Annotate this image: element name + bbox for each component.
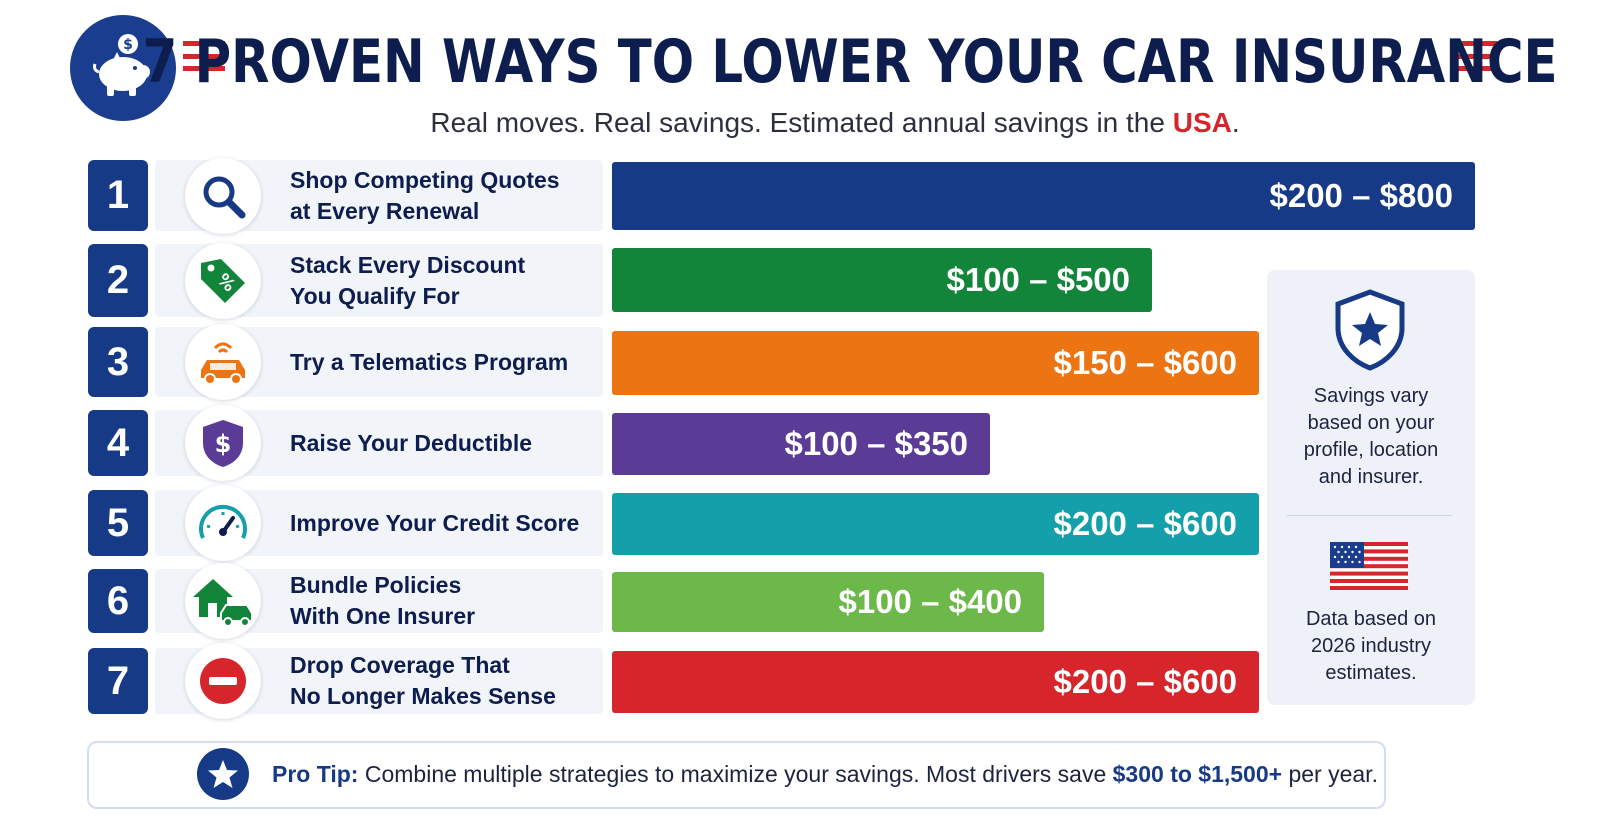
star-shield-icon	[1335, 289, 1405, 371]
savings-bar: $200 – $600	[612, 493, 1259, 555]
savings-bar: $100 – $350	[612, 413, 990, 475]
connected-car-icon	[185, 324, 261, 400]
title-stripes-left	[183, 41, 225, 71]
savings-bar: $100 – $400	[612, 572, 1044, 632]
savings-range-label: $200 – $800	[1269, 177, 1453, 214]
page-subtitle: Real moves. Real savings. Estimated annu…	[430, 107, 1240, 138]
us-flag-icon	[1330, 542, 1408, 590]
rank-number: 1	[88, 160, 148, 231]
rank-number: 4	[88, 410, 148, 476]
pro-tip-highlight: $300 to $1,500+	[1112, 761, 1283, 787]
savings-range-label: $100 – $350	[784, 425, 968, 462]
data-source-note: Data based on 2026 industry estimates.	[1305, 608, 1437, 684]
savings-range-label: $150 – $600	[1053, 344, 1237, 381]
savings-bar: $200 – $800	[612, 162, 1475, 230]
rank-number: 6	[88, 569, 148, 633]
house-car-icon	[185, 563, 261, 639]
rank-number: 2	[88, 244, 148, 317]
strategy-label: Try a Telematics Program	[290, 348, 569, 375]
savings-range-label: $200 – $600	[1053, 505, 1237, 542]
savings-note: Savings vary based on your profile, loca…	[1303, 385, 1439, 488]
no-entry-icon	[185, 643, 261, 719]
strategy-label: Drop Coverage That No Longer Makes Sense	[290, 652, 556, 709]
savings-range-label: $100 – $400	[838, 583, 1022, 620]
speedometer-icon	[185, 485, 261, 561]
magnifier-icon	[185, 157, 261, 234]
strategy-label: Bundle Policies With One Insurer	[290, 572, 476, 629]
svg-text:$: $	[123, 37, 133, 53]
savings-range-label: $200 – $600	[1053, 663, 1237, 700]
svg-text:$: $	[215, 430, 232, 458]
savings-bar: $100 – $500	[612, 248, 1152, 312]
title-stripes-right	[1455, 41, 1497, 71]
strategy-label: Shop Competing Quotes at Every Renewal	[290, 166, 560, 224]
page-title: 7 PROVEN WAYS TO LOWER YOUR CAR INSURANC…	[142, 27, 1558, 97]
strategy-label: Improve Your Credit Score	[290, 509, 580, 536]
rank-number: 5	[88, 490, 148, 556]
pro-tip-box	[87, 741, 1386, 809]
piggy-bank-logo: $	[70, 15, 176, 121]
dollar-shield-icon: $	[185, 405, 261, 481]
discount-tag-icon: %	[185, 242, 261, 319]
rank-number: 7	[88, 648, 148, 714]
rank-number: 3	[88, 327, 148, 397]
star-icon	[197, 748, 249, 800]
side-divider	[1287, 515, 1452, 516]
pro-tip-text: Pro Tip: Combine multiple strategies to …	[272, 761, 1378, 787]
pro-tip-label: Pro Tip:	[272, 761, 359, 787]
piggy-bank-icon: $	[93, 34, 150, 96]
strategy-label: Stack Every Discount You Qualify For	[290, 251, 526, 309]
savings-range-label: $100 – $500	[946, 261, 1130, 298]
savings-bar: $150 – $600	[612, 331, 1259, 395]
savings-bar: $200 – $600	[612, 651, 1259, 713]
subtitle-usa-highlight: USA	[1172, 107, 1232, 138]
strategy-label: Raise Your Deductible	[290, 429, 532, 456]
